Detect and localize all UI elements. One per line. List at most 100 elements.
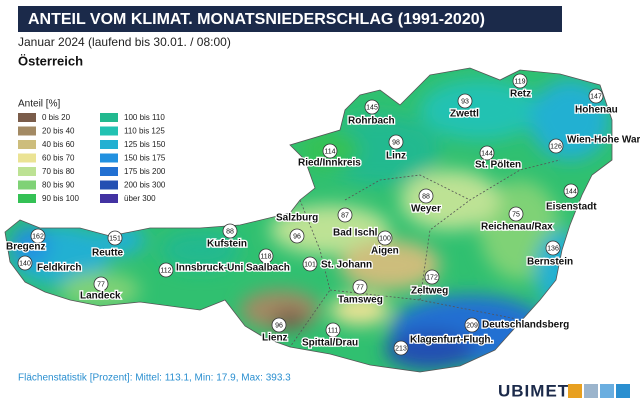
legend-label: 100 bis 110 — [124, 113, 165, 122]
station-name: Hohenau — [575, 105, 618, 116]
station-marker — [364, 99, 380, 115]
station-value: 213 — [395, 345, 407, 352]
legend-swatch — [100, 140, 118, 149]
station-value: 172 — [426, 274, 438, 281]
legend-swatch — [100, 153, 118, 163]
legend-swatch — [100, 126, 118, 136]
station-value: 119 — [514, 78, 525, 85]
station-name: Feldkirch — [37, 263, 81, 274]
station-value: 101 — [304, 261, 316, 268]
legend-label: über 300 — [124, 194, 156, 203]
station-value: 77 — [97, 281, 105, 288]
station-name: Tamsweg — [338, 295, 383, 306]
title-bar — [18, 6, 562, 32]
station-value: 126 — [550, 143, 562, 150]
station-marker — [158, 262, 174, 278]
legend-label: 0 bis 20 — [42, 113, 71, 122]
station-name: Innsbruck-Uni — [176, 263, 243, 274]
station-name: Reutte — [92, 248, 124, 259]
legend-title: Anteil [%] — [18, 99, 60, 110]
station-marker — [588, 88, 604, 104]
station-name: Bernstein — [527, 257, 573, 268]
legend-label: 90 bis 100 — [42, 194, 79, 203]
station-name: Kufstein — [207, 239, 247, 250]
station-value: 111 — [328, 327, 339, 334]
station-value: 93 — [461, 98, 469, 105]
station-marker — [388, 134, 404, 150]
legend-swatch — [18, 194, 36, 203]
legend-label: 20 bis 40 — [42, 127, 75, 136]
station-name: Zwettl — [450, 109, 479, 120]
station-value: 98 — [392, 139, 400, 146]
station-value: 75 — [512, 211, 520, 218]
station-marker — [107, 230, 123, 246]
station-name: Aigen — [371, 246, 399, 257]
station-marker — [271, 317, 287, 333]
station-name: Ried/Innkreis — [298, 158, 361, 169]
legend-swatch — [100, 167, 118, 176]
station-marker — [545, 240, 561, 256]
station-name: Salzburg — [276, 213, 318, 224]
logo-icons — [568, 384, 630, 398]
station-value: 151 — [109, 235, 121, 242]
legend-label: 110 bis 125 — [124, 127, 165, 136]
station-marker — [352, 279, 368, 295]
legend-label: 80 bis 90 — [42, 181, 75, 190]
station-name: Zeltweg — [411, 286, 448, 297]
station-value: 77 — [356, 284, 364, 291]
station-value: 96 — [275, 322, 283, 329]
station-name: Spittal/Drau — [302, 338, 358, 349]
legend-swatch — [100, 113, 118, 122]
station-value: 88 — [226, 228, 234, 235]
station-value: 147 — [590, 93, 602, 100]
station-value: 136 — [547, 245, 559, 252]
station-name: Eisenstadt — [546, 202, 597, 213]
station-marker — [258, 248, 274, 264]
station-marker — [222, 223, 238, 239]
station-value: 144 — [565, 188, 577, 195]
brand-logo: UBIMET — [498, 381, 569, 400]
legend-swatch — [18, 113, 36, 122]
station-value: 114 — [324, 148, 335, 155]
station-name: St. Johann — [321, 260, 372, 271]
station-marker — [337, 207, 353, 223]
station-name: Bad Ischl — [333, 228, 378, 239]
station-name: Deutschlandsberg — [482, 320, 569, 331]
legend-label: 40 bis 60 — [42, 140, 75, 149]
legend-swatch — [18, 167, 36, 176]
station-marker — [325, 322, 341, 338]
legend-swatch — [100, 194, 118, 203]
legend-swatch — [18, 180, 36, 190]
legend-label: 175 bis 200 — [124, 167, 166, 176]
borders — [4, 67, 613, 373]
station-name: Weyer — [411, 204, 441, 215]
station-marker — [508, 206, 524, 222]
station-value: 87 — [341, 212, 349, 219]
station-marker — [548, 138, 564, 154]
statistics: Flächenstatistik [Prozent]: Mittel: 113.… — [18, 373, 291, 384]
legend-label: 200 bis 300 — [124, 181, 166, 190]
legend-label: 60 bis 70 — [42, 154, 75, 163]
station-name: Reichenau/Rax — [481, 222, 553, 233]
legend-swatch — [100, 180, 118, 190]
station-value: 144 — [481, 150, 493, 157]
station-marker — [289, 228, 305, 244]
station-name: Landeck — [80, 291, 121, 302]
station-marker — [457, 93, 473, 109]
station-marker — [512, 73, 528, 89]
station-value: 209 — [466, 322, 478, 329]
legend-swatch — [18, 140, 36, 149]
station-marker — [17, 255, 33, 271]
station-name: Retz — [510, 89, 531, 100]
map-area — [5, 68, 612, 372]
station-marker — [93, 276, 109, 292]
legend-label: 70 bis 80 — [42, 167, 75, 176]
station-name: Klagenfurt-Flugh. — [410, 335, 494, 346]
station-name: Linz — [386, 151, 406, 162]
station-marker — [393, 340, 409, 356]
station-name: Saalbach — [246, 263, 290, 274]
station-marker — [424, 269, 440, 285]
station-marker — [563, 183, 579, 199]
